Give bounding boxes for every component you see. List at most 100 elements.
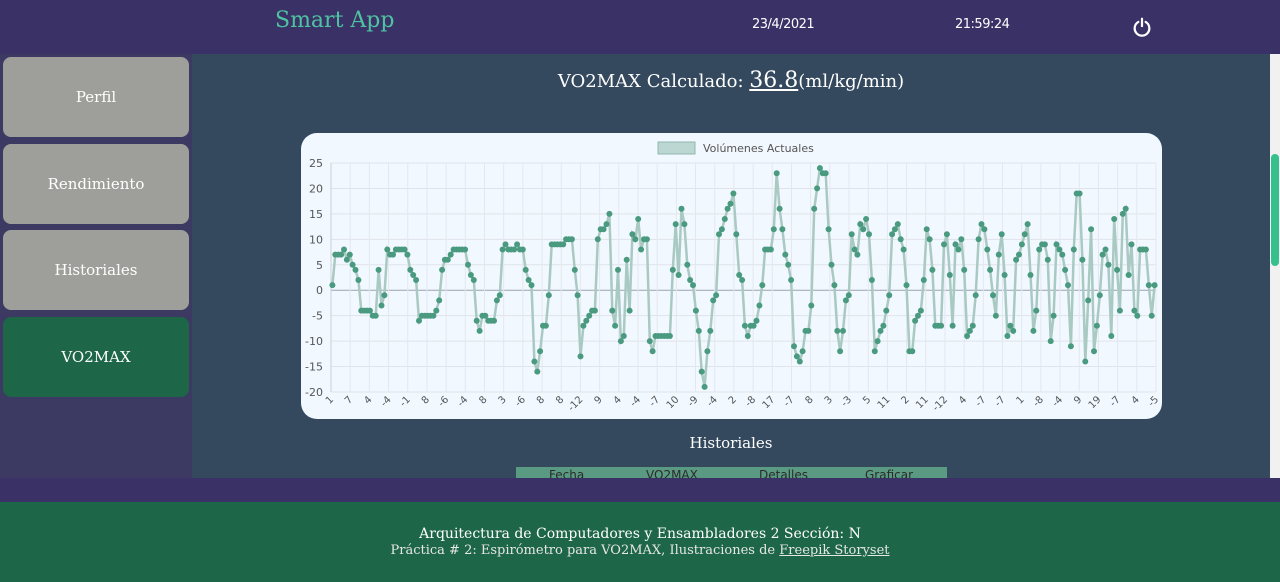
- x-tick-label: 4: [612, 394, 624, 406]
- page-scrollbar[interactable]: [1270, 54, 1280, 478]
- power-icon[interactable]: [1131, 16, 1153, 38]
- data-point: [1044, 256, 1051, 263]
- top-bar: Smart App 23/4/2021 21:59:24: [0, 0, 1280, 54]
- column-header-fecha[interactable]: Fecha: [549, 468, 585, 478]
- sidebar-item-perfil[interactable]: Perfil: [3, 57, 189, 137]
- data-point: [900, 246, 907, 253]
- data-point: [998, 231, 1005, 238]
- x-tick-label: 5: [861, 394, 873, 406]
- data-point: [1148, 312, 1155, 319]
- data-point: [349, 261, 356, 268]
- data-point: [372, 312, 379, 319]
- data-point: [560, 241, 567, 248]
- data-point: [384, 246, 391, 253]
- data-point: [759, 282, 766, 289]
- data-point: [825, 226, 832, 233]
- data-point: [848, 231, 855, 238]
- data-point: [958, 236, 965, 243]
- app-brand[interactable]: Smart App: [275, 8, 395, 33]
- data-point: [990, 292, 996, 299]
- data-point: [822, 170, 829, 177]
- sidebar-item-historiales[interactable]: Historiales: [3, 230, 189, 310]
- data-point: [646, 338, 653, 345]
- data-point: [701, 383, 708, 390]
- data-point: [1070, 246, 1077, 253]
- x-tick-label: 1: [324, 394, 336, 406]
- data-point: [889, 231, 896, 238]
- data-point: [799, 348, 806, 355]
- x-tick-label: 8: [535, 394, 547, 406]
- data-point: [716, 231, 722, 238]
- vo2max-readout: VO2MAX Calculado: 36.8(ml/kg/min): [192, 68, 1270, 93]
- x-tick-label: 1: [1015, 394, 1027, 406]
- scrollbar-thumb[interactable]: [1271, 154, 1279, 266]
- data-point: [684, 261, 691, 268]
- data-point: [675, 272, 682, 278]
- data-point: [969, 322, 976, 329]
- column-header-detalles[interactable]: Detalles: [759, 468, 808, 478]
- data-point: [788, 277, 795, 283]
- historiales-title: Historiales: [689, 434, 773, 452]
- data-point: [727, 200, 734, 207]
- data-point: [955, 246, 962, 253]
- data-point: [779, 226, 786, 233]
- data-point: [736, 272, 743, 278]
- data-point: [1076, 190, 1083, 197]
- data-point: [920, 277, 927, 283]
- column-header-graficar[interactable]: Graficar: [865, 468, 914, 478]
- data-point: [528, 282, 535, 289]
- data-point: [845, 292, 852, 299]
- data-point: [643, 236, 650, 243]
- freepik-storyset-link[interactable]: Freepik Storyset: [779, 543, 890, 558]
- data-point: [730, 190, 737, 197]
- x-tick-label: 7: [343, 394, 355, 406]
- data-point: [1082, 358, 1089, 365]
- data-point: [430, 312, 437, 319]
- column-header-vo2max[interactable]: VO2MAX: [646, 468, 698, 478]
- data-point: [842, 297, 849, 304]
- sidebar-item-rendimiento[interactable]: Rendimiento: [3, 144, 189, 224]
- data-point: [681, 221, 688, 228]
- x-tick-label: -1: [398, 394, 413, 409]
- data-point: [952, 241, 959, 248]
- data-point: [603, 221, 610, 228]
- data-point: [378, 302, 385, 309]
- data-point: [943, 231, 950, 238]
- data-point: [666, 333, 673, 339]
- data-point: [1091, 348, 1097, 355]
- x-tick-label: 2: [727, 394, 739, 406]
- x-tick-label: 4: [362, 394, 374, 406]
- data-point: [1047, 338, 1054, 345]
- x-tick-label: 11: [876, 394, 893, 411]
- data-point: [767, 246, 774, 253]
- data-point: [580, 322, 587, 329]
- data-point: [981, 226, 988, 233]
- data-point: [964, 333, 971, 339]
- data-point: [828, 261, 835, 268]
- data-point: [1085, 297, 1092, 304]
- data-point: [808, 302, 815, 309]
- vo2max-label: VO2MAX Calculado:: [557, 71, 744, 92]
- data-point: [341, 246, 347, 253]
- data-point: [410, 272, 417, 278]
- data-point: [534, 368, 541, 375]
- x-tick-label: 10: [665, 394, 682, 411]
- x-tick-label: 9: [1072, 394, 1084, 406]
- data-point: [1013, 256, 1020, 263]
- x-tick-label: -4: [379, 394, 394, 409]
- sidebar-item-vo2max[interactable]: VO2MAX: [3, 317, 189, 397]
- data-point: [1050, 312, 1057, 319]
- footer-credits: Práctica # 2: Espirómetro para VO2MAX, I…: [0, 543, 1280, 558]
- x-tick-label: -8: [1031, 394, 1046, 409]
- sidebar: Perfil Rendimiento Historiales VO2MAX: [0, 54, 192, 478]
- data-point: [770, 226, 777, 233]
- data-point: [433, 307, 440, 314]
- y-tick-label: -20: [305, 386, 323, 399]
- vo2max-value: 36.8: [749, 68, 799, 93]
- data-point: [1142, 246, 1149, 253]
- x-tick-label: 8: [554, 394, 566, 406]
- data-point: [866, 231, 872, 238]
- data-point: [366, 307, 373, 314]
- y-tick-label: 5: [316, 259, 323, 272]
- data-point: [1065, 282, 1071, 289]
